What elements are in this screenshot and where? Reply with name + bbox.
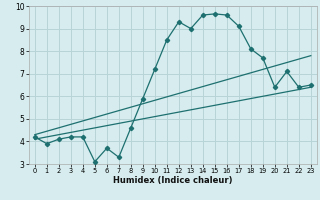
X-axis label: Humidex (Indice chaleur): Humidex (Indice chaleur) [113, 176, 233, 185]
